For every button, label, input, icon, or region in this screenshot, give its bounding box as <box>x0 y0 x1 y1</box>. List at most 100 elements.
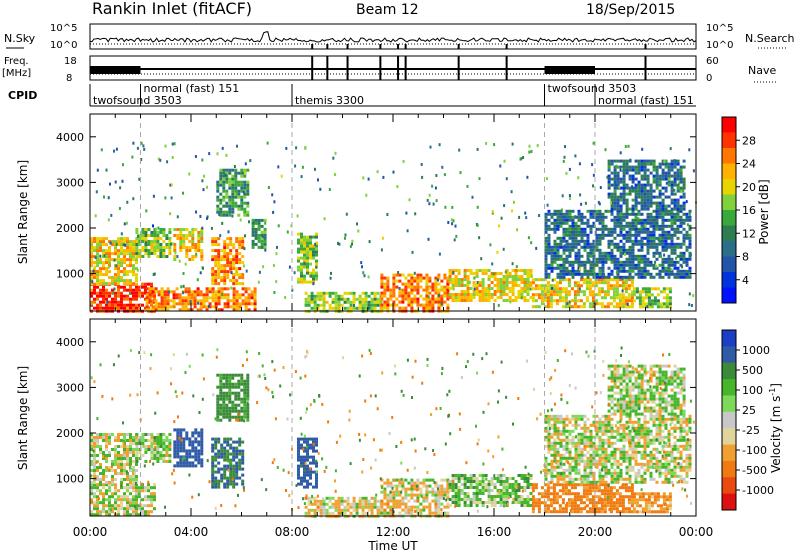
velocity-cell <box>315 449 318 453</box>
power-cell <box>225 171 229 175</box>
power-cell <box>555 281 559 285</box>
power-cell <box>234 195 238 199</box>
power-cell <box>640 257 644 261</box>
power-cell <box>205 299 209 303</box>
velocity-cell <box>123 492 126 496</box>
velocity-cell <box>132 439 135 442</box>
power-cell <box>138 285 141 289</box>
power-speckle <box>221 292 224 296</box>
power-cell <box>179 240 183 243</box>
power-cell <box>640 242 644 246</box>
velocity-cell <box>216 400 220 404</box>
power-cell <box>132 240 135 244</box>
velocity-cell <box>428 478 432 482</box>
power-speckle <box>681 265 683 269</box>
power-cell <box>582 290 586 294</box>
velocity-cell <box>111 483 114 487</box>
power-cell <box>187 299 191 303</box>
velocity-cell <box>216 385 220 389</box>
power-cell <box>673 198 677 202</box>
power-cell <box>649 195 653 199</box>
power-cell <box>565 239 569 243</box>
power-cell <box>598 242 602 246</box>
power-cell <box>655 224 659 228</box>
power-cell <box>364 303 368 307</box>
power-speckle <box>207 304 210 308</box>
power-cell <box>676 236 680 240</box>
velocity-cell <box>364 511 368 515</box>
power-cell <box>220 249 224 253</box>
power-cell <box>643 204 647 208</box>
power-cell <box>307 300 311 304</box>
power-cell <box>306 256 309 260</box>
power-cell <box>176 234 180 237</box>
power-cell <box>679 171 683 175</box>
velocity-cell <box>469 504 473 507</box>
power-cell <box>628 189 632 193</box>
power-cell <box>586 218 590 222</box>
power-cell <box>200 252 204 255</box>
power-cell <box>613 254 617 258</box>
velocity-cell <box>303 446 306 450</box>
velocity-cell <box>446 490 450 494</box>
power-cell <box>404 288 408 292</box>
power-cell <box>217 270 221 274</box>
velocity-cell <box>219 376 223 380</box>
power-speckle <box>454 224 457 228</box>
power-cell <box>223 246 227 250</box>
power-cell <box>583 245 587 249</box>
power-cell <box>526 269 530 272</box>
power-cell <box>543 284 547 288</box>
power-speckle <box>591 163 594 167</box>
velocity-cell <box>228 385 232 389</box>
power-speckle <box>310 272 313 276</box>
velocity-cell <box>123 451 126 454</box>
power-cell <box>251 242 255 246</box>
power-cell <box>529 281 533 284</box>
power-cell <box>558 287 562 291</box>
power-cell <box>96 285 99 289</box>
power-cell <box>463 296 467 299</box>
power-cell <box>240 198 244 202</box>
power-cell <box>200 240 204 243</box>
power-speckle <box>688 292 691 296</box>
power-speckle <box>124 243 127 247</box>
velocity-cell <box>446 511 450 515</box>
velocity-cell <box>297 443 300 447</box>
velocity-cell <box>240 406 244 410</box>
power-cell <box>232 287 236 291</box>
velocity-cell <box>231 403 235 407</box>
power-cell <box>401 297 405 301</box>
power-cell <box>630 281 634 285</box>
power-cell <box>159 252 163 255</box>
power-cell <box>619 186 623 190</box>
velocity-cell <box>315 479 318 483</box>
velocity-cell <box>129 457 132 460</box>
power-cell <box>297 259 300 263</box>
power-cell <box>114 249 117 253</box>
power-speckle <box>227 230 230 234</box>
power-cell <box>607 257 611 261</box>
power-cell <box>117 273 120 277</box>
velocity-cell <box>358 496 362 500</box>
velocity-cell <box>472 498 476 501</box>
power-cell <box>380 279 384 283</box>
power-cell <box>312 271 315 275</box>
power-speckle <box>636 200 639 204</box>
power-cell <box>544 212 548 216</box>
power-cell <box>90 261 93 265</box>
power-cell <box>99 294 102 298</box>
power-cell <box>303 247 306 251</box>
power-cell <box>448 293 452 296</box>
velocity-cell <box>138 489 141 493</box>
power-cell <box>628 221 632 225</box>
power-cell <box>589 215 593 219</box>
power-cell <box>425 285 429 289</box>
power-cell <box>466 296 470 299</box>
power-cell <box>652 236 656 240</box>
power-cell <box>595 242 599 246</box>
velocity-cell <box>126 489 129 493</box>
velocity-cell <box>303 449 306 453</box>
power-cell <box>565 209 569 213</box>
velocity-cell <box>90 492 93 496</box>
